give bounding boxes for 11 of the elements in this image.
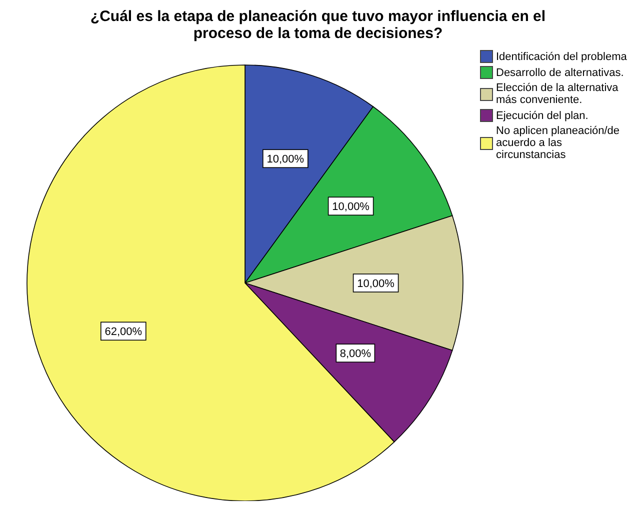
data-label: 10,00% [357,278,395,290]
legend-label: Desarrollo de alternativas. [496,66,624,78]
legend-label: Elección de la alternativa más conveniente. [496,82,620,106]
data-label: 8,00% [340,348,372,360]
data-label: 10,00% [266,154,304,166]
data-label: 10,00% [332,201,370,214]
data-label: 62,00% [104,326,142,338]
legend-label: Ejecución del plan. [496,110,588,122]
legend-label: Identificación del problema [496,50,627,62]
legend-label: No aplicen planeación/de acuerdo a las circunstancias [496,125,621,161]
chart-title: ¿Cuál es la etapa de planeación que tuvo mayor influencia en el proceso de la toma de decisiones? [89,8,547,42]
